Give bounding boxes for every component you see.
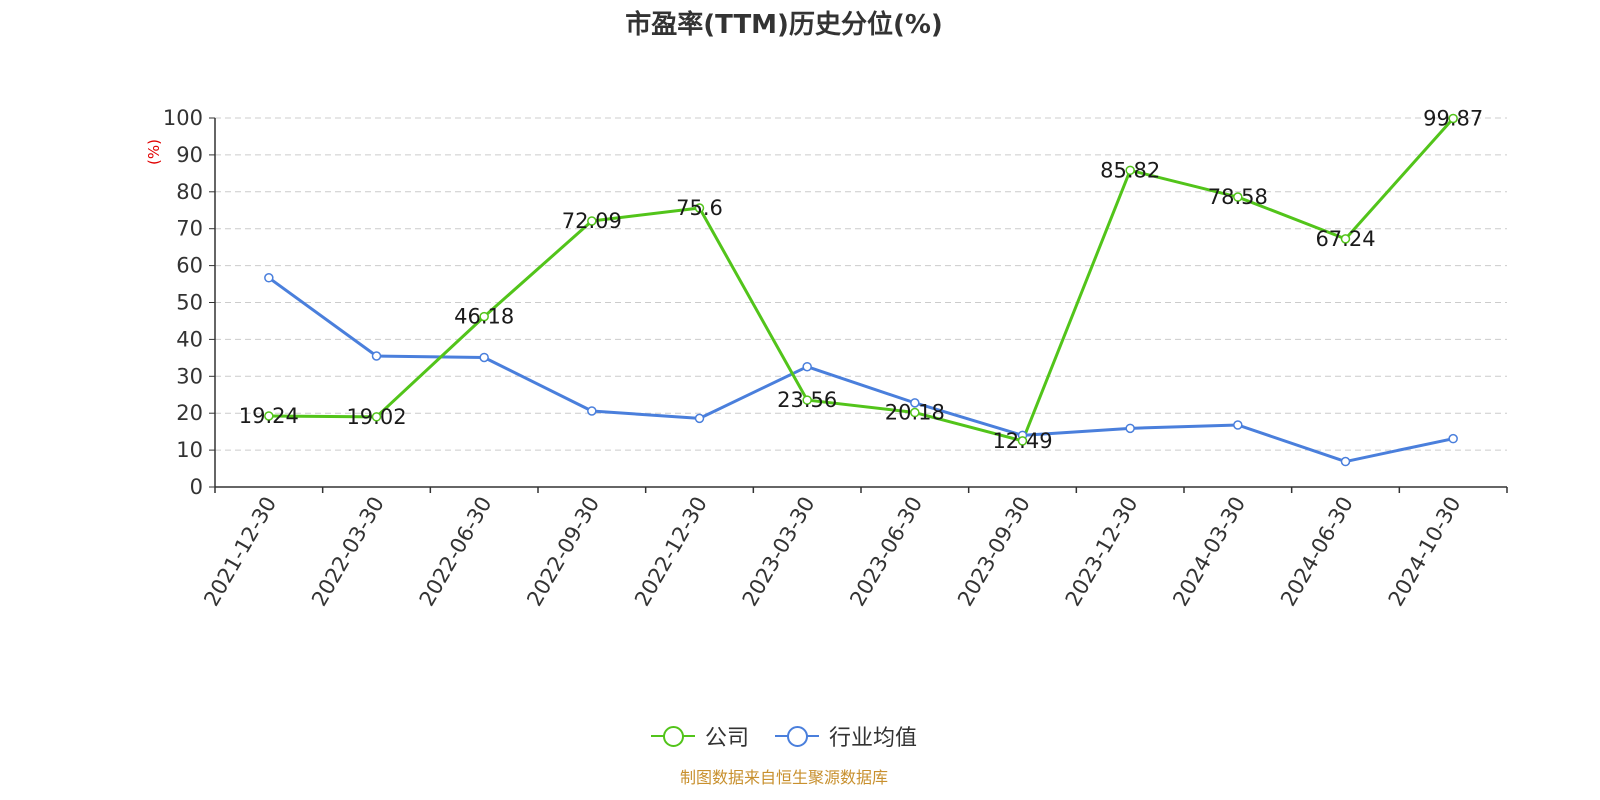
y-axis-label: (%) [145, 139, 163, 165]
legend: 公司 行业均值 [0, 720, 1568, 752]
data-label: 85.82 [1100, 158, 1160, 182]
data-point-1 [694, 413, 705, 424]
y-tick-label: 100 [163, 106, 203, 130]
data-point-0 [371, 412, 382, 422]
data-point-0 [1340, 234, 1351, 244]
y-tick-label: 90 [176, 143, 203, 167]
data-point-0 [1017, 436, 1028, 446]
series-line-0 [268, 117, 1455, 443]
x-tick-label: 2024-10-30 [1384, 493, 1466, 611]
data-point-1 [371, 351, 382, 361]
data-point-0 [479, 311, 489, 322]
data-label: 46.18 [454, 305, 514, 329]
line-chart: 0 10 20 30 40 50 60 70 80 90 100(%) 2021-12-30 2022-… [145, 106, 1508, 611]
data-point-0 [264, 411, 274, 421]
legend-swatch-company [650, 725, 695, 747]
data-label: 99.87 [1423, 106, 1483, 130]
y-tick-label: 80 [176, 180, 203, 204]
x-tick-label: 2023-06-30 [845, 493, 927, 611]
y-tick-label: 50 [176, 291, 203, 315]
legend-item-industry-average[interactable]: 行业均值 [775, 720, 917, 752]
data-point-0 [694, 203, 705, 213]
data-point-0 [1233, 192, 1243, 202]
x-tick-label: 2022-12-30 [630, 493, 712, 611]
data-point-1 [264, 273, 274, 283]
x-tick-label: 2023-09-30 [953, 493, 1035, 611]
x-tick-label: 2022-09-30 [522, 493, 604, 611]
legend-label-company: 公司 [704, 726, 749, 751]
data-point-1 [1448, 433, 1458, 444]
data-point-0 [587, 216, 597, 226]
data-label: 23.56 [777, 388, 837, 412]
x-tick-label: 2023-12-30 [1061, 493, 1143, 611]
data-point-0 [1448, 113, 1458, 124]
source-note: 制图数据来自恒生聚源数据库 [679, 768, 888, 787]
data-label: 20.18 [885, 401, 945, 425]
x-tick-label: 2024-03-30 [1168, 493, 1250, 611]
y-tick-label: 10 [176, 438, 203, 462]
data-label: 72.09 [562, 209, 622, 233]
data-point-1 [802, 361, 812, 372]
data-label: 67.24 [1315, 227, 1375, 251]
x-tick-label: 2023-03-30 [738, 493, 820, 611]
data-label: 78.58 [1208, 185, 1268, 209]
y-tick-label: 60 [176, 254, 203, 278]
y-tick-label: 20 [176, 401, 203, 425]
data-point-1 [1233, 420, 1243, 430]
data-point-1 [479, 352, 489, 363]
data-point-1 [587, 406, 597, 416]
y-tick-label: 0 [190, 475, 203, 499]
y-tick-label: 40 [176, 327, 203, 351]
data-point-1 [1340, 456, 1351, 467]
legend-item-company[interactable]: 公司 [650, 720, 749, 752]
x-tick-label: 2022-06-30 [415, 493, 497, 611]
legend-label-industry-average: 行业均值 [829, 726, 918, 751]
data-label: 19.24 [239, 404, 299, 428]
data-label: 19.02 [346, 405, 406, 429]
data-label: 12.49 [992, 429, 1052, 453]
y-tick-label: 30 [176, 364, 203, 388]
x-tick-label: 2022-03-30 [307, 493, 389, 611]
chart-title: 市盈率(TTM)历史分位(%) [625, 10, 943, 40]
data-point-1 [1125, 423, 1135, 434]
y-tick-label: 70 [176, 217, 203, 241]
series-line-1 [267, 276, 1454, 464]
data-point-1 [910, 398, 920, 408]
legend-swatch-industry-average [775, 725, 819, 747]
x-tick-label: 2024-06-30 [1276, 493, 1358, 611]
data-label: 75.6 [676, 196, 723, 220]
data-point-0 [802, 395, 812, 405]
x-tick-label: 2021-12-30 [199, 493, 281, 611]
data-point-0 [910, 407, 920, 418]
data-point-0 [1125, 165, 1135, 176]
